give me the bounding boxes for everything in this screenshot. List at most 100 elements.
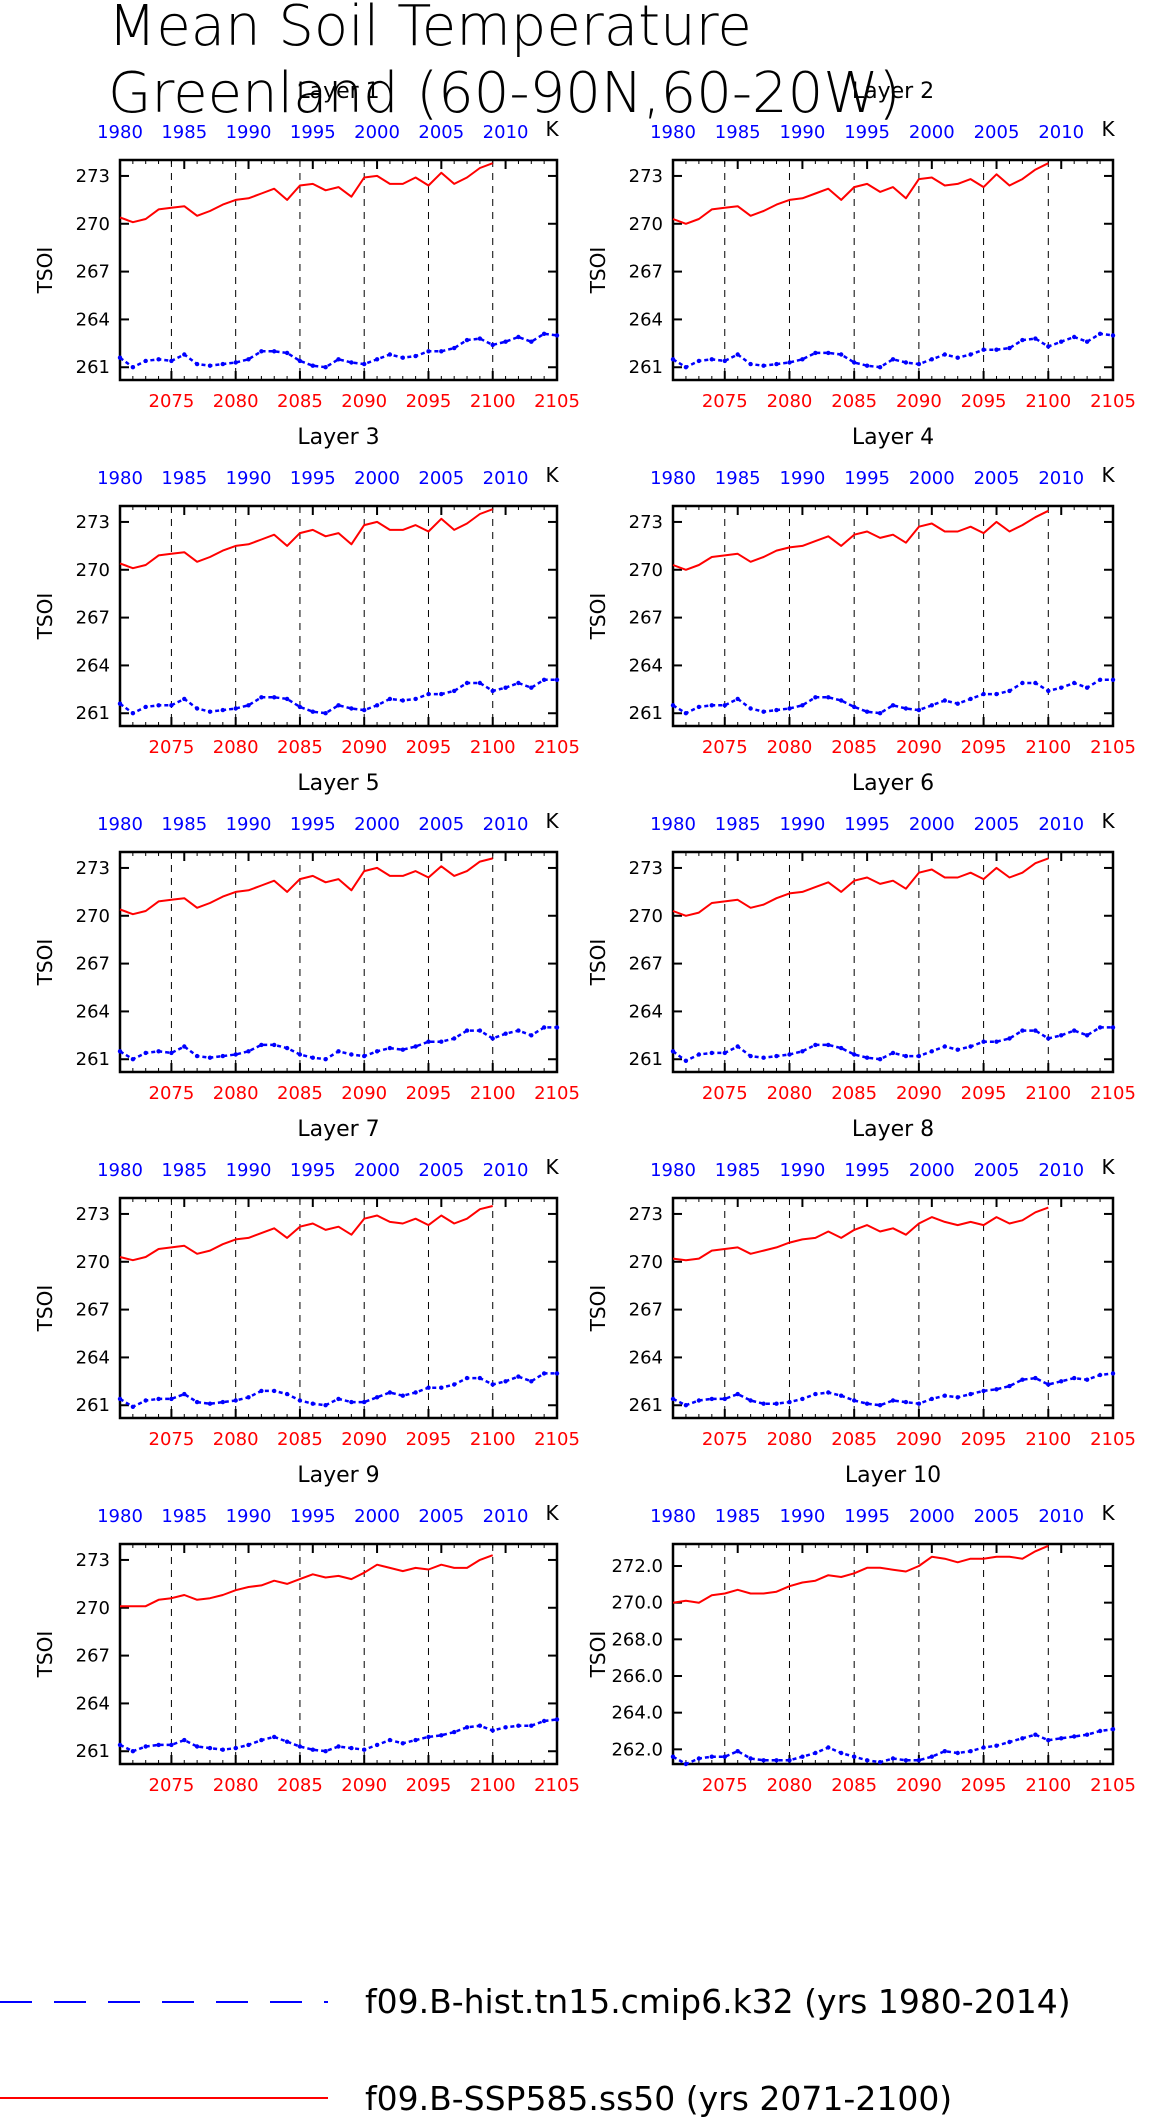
series-hist-point: [503, 1725, 508, 1730]
series-hist-point: [130, 365, 136, 370]
series-hist-point: [1097, 1728, 1103, 1734]
series-hist-point: [968, 1391, 973, 1397]
y-axis-label: TSOI: [586, 247, 610, 295]
series-hist-point: [683, 1058, 689, 1064]
series-hist-point: [413, 1044, 418, 1049]
series-hist-point: [220, 707, 225, 713]
series-hist-point: [968, 1749, 973, 1754]
x-top-tick-label: 1985: [161, 1160, 207, 1181]
series-hist-line: [119, 1372, 557, 1409]
x-top-tick-label: 1980: [97, 122, 143, 143]
series-hist-point: [942, 1393, 947, 1398]
x-top-tick-label: 2010: [483, 1160, 529, 1181]
x-bottom-tick-label: 2105: [534, 1083, 580, 1104]
series-hist-point: [787, 360, 792, 365]
x-top-tick-label: 1985: [715, 814, 761, 835]
series-hist-point: [800, 357, 805, 362]
x-top-tick-label: 1990: [226, 1506, 272, 1527]
x-top-tick-label: 2005: [974, 1506, 1020, 1527]
y-tick-label: 268.0: [611, 1629, 663, 1650]
series-hist-point: [143, 704, 148, 710]
x-top-tick-label: 2005: [418, 814, 464, 835]
x-bottom-tick-label: 2075: [702, 1775, 748, 1796]
series-hist-point: [130, 1404, 136, 1410]
series-hist-point: [696, 1398, 702, 1403]
series-hist-point: [929, 1754, 934, 1759]
series-hist-point: [670, 703, 676, 708]
y-tick-label: 273: [76, 1550, 110, 1571]
series-hist-line: [672, 678, 1113, 715]
x-bottom-tick-label: 2100: [1025, 1429, 1071, 1450]
x-top-tick-label: 2010: [1038, 468, 1084, 489]
series-hist-point: [1033, 1028, 1038, 1033]
y-tick-label: 273: [629, 512, 663, 533]
series-hist-point: [426, 1385, 431, 1390]
series-hist-point: [1046, 1738, 1051, 1743]
series-hist-point: [490, 688, 495, 694]
x-bottom-tick-label: 2105: [1090, 1429, 1136, 1450]
x-bottom-tick-label: 2075: [149, 737, 195, 758]
series-hist-point: [220, 1747, 225, 1752]
y-tick-label: 261: [629, 1049, 663, 1070]
x-bottom-tick-label: 2100: [470, 1775, 516, 1796]
x-top-tick-label: 1995: [290, 468, 336, 489]
series-hist-point: [968, 352, 973, 357]
x-top-tick-label: 1980: [650, 122, 696, 143]
series-hist-point: [994, 347, 999, 352]
x-bottom-tick-label: 2095: [961, 1429, 1007, 1450]
series-hist-point: [220, 1053, 225, 1059]
series-hist-point: [169, 703, 174, 708]
series-hist-point: [748, 1756, 753, 1761]
series-hist-point: [452, 1382, 457, 1387]
series-hist-point: [169, 358, 174, 364]
y-tick-label: 270: [629, 214, 663, 235]
y-tick-label: 270: [629, 560, 663, 581]
series-hist-point: [981, 347, 986, 352]
series-hist-point: [156, 1396, 161, 1402]
series-hist-point: [787, 1399, 792, 1405]
y-tick-label: 270.0: [611, 1593, 663, 1614]
series-hist-point: [439, 691, 444, 697]
series-hist-point: [541, 677, 547, 682]
series-hist-point: [194, 706, 200, 711]
series-hist-point: [670, 1396, 676, 1402]
series-hist-point: [272, 349, 277, 354]
x-bottom-tick-label: 2080: [213, 737, 259, 758]
series-hist-point: [323, 1403, 328, 1408]
x-bottom-tick-label: 2100: [470, 737, 516, 758]
series-hist-point: [1097, 1372, 1103, 1378]
x-bottom-tick-label: 2085: [831, 391, 877, 412]
units-label: K: [1101, 809, 1115, 833]
plot-frame: [118, 504, 559, 728]
x-top-tick-label: 2000: [354, 122, 400, 143]
series-hist-point: [1097, 1025, 1103, 1030]
series-hist-point: [852, 1398, 857, 1403]
x-bottom-tick-label: 2095: [406, 1083, 452, 1104]
series-hist-point: [246, 357, 251, 362]
series-hist-point: [852, 1052, 857, 1057]
y-axis-label: TSOI: [33, 1285, 57, 1333]
y-tick-label: 270: [76, 1598, 110, 1619]
x-top-tick-label: 2005: [418, 468, 464, 489]
series-hist-point: [748, 1053, 753, 1059]
x-top-tick-label: 1980: [97, 1160, 143, 1181]
series-hist-point: [722, 1050, 727, 1056]
series-hist-point: [709, 1754, 714, 1759]
x-bottom-tick-label: 2090: [341, 1429, 387, 1450]
series-hist-point: [503, 1379, 508, 1384]
series-hist-point: [1059, 1033, 1064, 1038]
series-hist-point: [374, 1049, 380, 1054]
x-bottom-tick-label: 2095: [961, 1083, 1007, 1104]
series-hist-point: [541, 331, 547, 336]
x-bottom-tick-label: 2090: [896, 1429, 942, 1450]
series-hist-point: [233, 360, 238, 365]
series-hist-point: [696, 1052, 702, 1057]
series-hist-point: [722, 1754, 727, 1759]
series-hist-point: [387, 696, 393, 702]
y-axis-label: TSOI: [33, 593, 57, 641]
series-hist-point: [272, 1042, 277, 1048]
series-hist-point: [839, 352, 844, 357]
x-top-tick-label: 1980: [650, 468, 696, 489]
x-bottom-tick-label: 2090: [896, 391, 942, 412]
series-hist-point: [1007, 1739, 1012, 1745]
